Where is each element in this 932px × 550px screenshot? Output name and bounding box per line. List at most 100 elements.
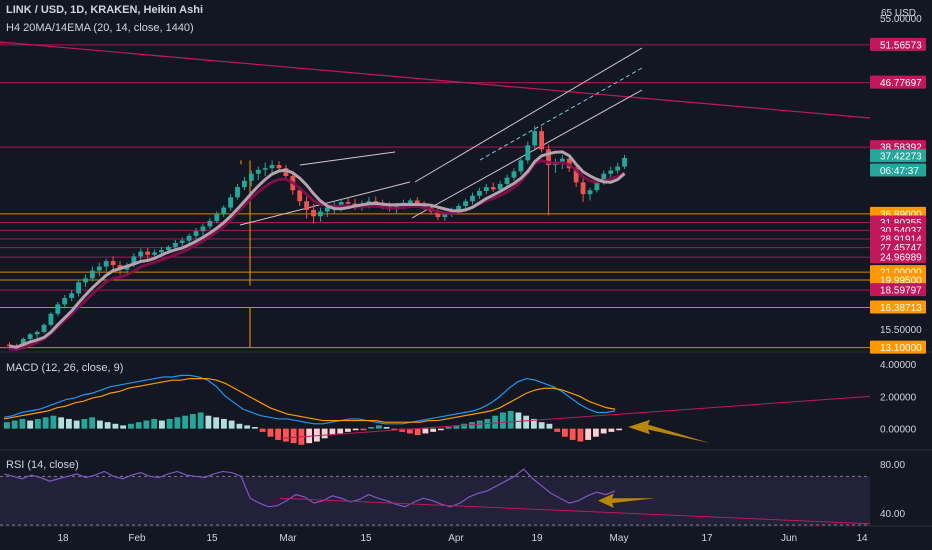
candle-body	[7, 344, 12, 347]
macd-histogram-bar	[228, 420, 235, 429]
price-tag-box	[870, 37, 926, 51]
macd-histogram-bar	[190, 414, 196, 429]
price-tag-label: 30.54037	[880, 226, 922, 237]
price-tag-label: 36.89000	[880, 209, 922, 220]
candle-body	[601, 173, 607, 183]
macd-histogram-bar	[66, 418, 72, 429]
time-tick-label: Feb	[128, 533, 146, 544]
candle-body	[235, 187, 240, 198]
candle-body	[152, 252, 158, 255]
candle-body	[165, 246, 171, 251]
price-tag-label: 27.45747	[880, 243, 922, 254]
macd-histogram-bar	[259, 428, 266, 432]
candle-body	[594, 182, 600, 191]
macd-histogram-bar	[360, 428, 367, 431]
price-unit-label: 65 USD	[881, 8, 917, 19]
macd-tick-label: 2.00000	[880, 392, 917, 403]
macd-histogram-bar	[500, 412, 506, 429]
candle-body	[179, 240, 185, 243]
candle-body	[338, 202, 344, 206]
candle-body	[34, 331, 40, 335]
candle-body	[573, 168, 579, 183]
candle-body	[89, 270, 95, 279]
ema-line	[9, 159, 626, 352]
time-tick-label: 15	[206, 533, 218, 544]
macd-line	[3, 374, 616, 425]
macd-histogram-bar	[445, 427, 452, 429]
rsi-band	[0, 476, 870, 525]
price-tag-label: 06:47:37	[880, 166, 919, 177]
candle-body	[248, 173, 254, 181]
price-tag-box	[870, 272, 926, 286]
candle-body	[186, 235, 192, 241]
candle-body	[297, 190, 303, 202]
macd-histogram-bar	[135, 422, 142, 429]
rsi-line	[3, 468, 616, 508]
macd-histogram-bar	[562, 428, 568, 437]
macd-histogram-bar	[73, 420, 80, 429]
macd-histogram-bar	[197, 412, 204, 429]
candle-body	[131, 256, 137, 265]
candle-body	[587, 190, 593, 195]
macd-histogram-bar	[221, 418, 227, 429]
candle-body	[318, 211, 323, 217]
rsi-pane	[0, 468, 871, 526]
macd-indicator-label: MACD (12, 26, close, 9)	[6, 362, 124, 374]
price-axis: 55.0000015.5000013.5000051.5657346.77697…	[870, 14, 926, 520]
macd-histogram-bar	[515, 412, 522, 429]
price-tag-label: 28.91914	[880, 235, 922, 246]
candle-body	[580, 182, 586, 195]
candle-body	[145, 251, 151, 255]
macd-histogram-bar	[608, 428, 615, 432]
rsi-trendline	[279, 497, 871, 525]
candle-body	[262, 168, 268, 170]
price-tick-label: 55.00000	[880, 14, 922, 25]
macd-histogram-bar	[531, 418, 537, 429]
macd-histogram-bar	[585, 428, 592, 440]
time-tick-label: Apr	[448, 533, 464, 544]
candle-body	[414, 200, 420, 204]
macd-histogram-bar	[11, 420, 18, 429]
candle-body	[62, 298, 68, 305]
macd-histogram-bar	[275, 428, 282, 440]
time-axis: 18 Feb 15 Mar 15 Apr 19 May 17 Jun 14	[57, 533, 868, 544]
macd-histogram-bar	[352, 428, 359, 431]
macd-histogram-bar	[290, 428, 297, 444]
macd-histogram-bar	[554, 428, 561, 432]
price-tag-label: 13.10000	[880, 343, 922, 354]
rsi-arrow	[598, 493, 655, 508]
candle-body	[69, 293, 75, 299]
macd-histogram-bar	[507, 410, 514, 429]
macd-histogram-bar	[143, 420, 150, 429]
macd-histogram-bar	[314, 428, 320, 442]
candle-body	[193, 231, 199, 236]
macd-histogram-bar	[244, 425, 251, 429]
time-tick-label: 14	[856, 533, 868, 544]
macd-pane	[3, 374, 871, 445]
chart-title: LINK / USD, 1D, KRAKEN, Heikin Ashi	[6, 4, 204, 16]
time-tick-label: Jun	[781, 533, 797, 544]
price-tag-box	[870, 300, 926, 314]
candle-body	[525, 145, 531, 161]
candle-body	[476, 191, 482, 196]
candle-body	[442, 213, 448, 217]
time-tick-label: Mar	[279, 533, 297, 544]
macd-histogram-bar	[600, 428, 607, 434]
macd-histogram-bar	[58, 417, 65, 429]
macd-histogram-bar	[283, 428, 289, 442]
macd-histogram-bar	[469, 422, 475, 429]
price-tag-box	[870, 283, 926, 297]
candle-body	[76, 282, 81, 294]
candle-body	[539, 131, 545, 150]
macd-histogram-bar	[112, 423, 119, 429]
candle-body	[83, 278, 88, 283]
candle-body	[228, 197, 234, 208]
candle-body	[407, 200, 413, 203]
candle-body	[559, 158, 565, 162]
ma-indicator-label: H4 20MA/14EMA (20, 14, close, 1440)	[6, 22, 194, 34]
macd-histogram-bar	[89, 417, 96, 429]
candle-body	[41, 324, 47, 332]
candle-body	[518, 160, 524, 172]
macd-histogram-bar	[19, 418, 26, 429]
